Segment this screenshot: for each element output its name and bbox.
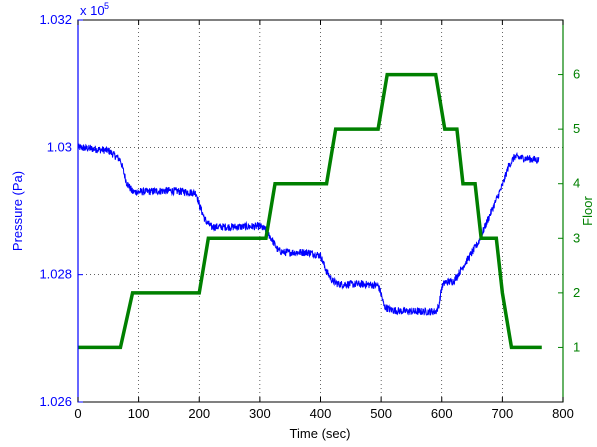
left-axis-label: Pressure (Pa) — [10, 171, 25, 251]
right-tick-label: 3 — [573, 230, 580, 245]
series-layer — [77, 72, 542, 350]
left-tick-label: 1.03 — [47, 139, 72, 154]
exponent-label: x 10 — [80, 3, 105, 18]
right-tick-label: 4 — [573, 176, 580, 191]
plot-background — [78, 20, 563, 402]
right-tick-label: 1 — [573, 339, 580, 354]
x-axis-label: Time (sec) — [290, 426, 351, 441]
x-tick-label: 600 — [431, 406, 453, 421]
x-tick-label: 0 — [74, 406, 81, 421]
x-tick-label: 700 — [492, 406, 514, 421]
x-tick-label: 400 — [310, 406, 332, 421]
left-tick-label: 1.032 — [39, 12, 72, 27]
right-tick-label: 5 — [573, 121, 580, 136]
x-tick-label: 500 — [370, 406, 392, 421]
x-tick-label: 800 — [552, 406, 574, 421]
right-axis-label: Floor — [580, 196, 595, 226]
right-tick-label: 2 — [573, 285, 580, 300]
left-tick-label: 1.028 — [39, 267, 72, 282]
x-tick-label: 300 — [249, 406, 271, 421]
right-tick-label: 6 — [573, 67, 580, 82]
x-tick-label: 100 — [128, 406, 150, 421]
floor-series-line — [78, 72, 542, 350]
exponent-power: 5 — [104, 1, 109, 11]
grid — [78, 20, 563, 402]
pressure-series-line — [77, 143, 540, 316]
left-tick-label: 1.026 — [39, 394, 72, 409]
x-tick-label: 200 — [188, 406, 210, 421]
ticks: 0 100 200 300 400 500 600 700 800 1.026 1.028 1.03 1… — [39, 12, 580, 421]
